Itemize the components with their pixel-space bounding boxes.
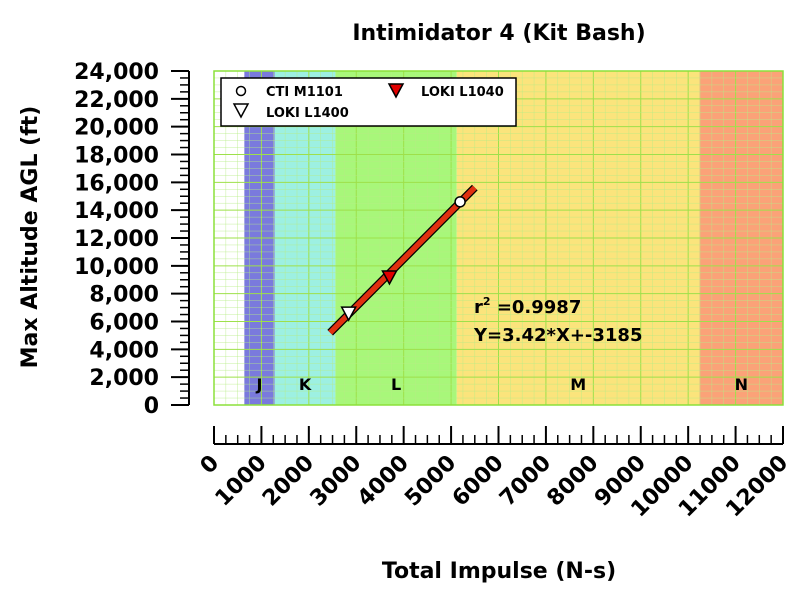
- chart-title: Intimidator 4 (Kit Bash): [352, 21, 645, 46]
- r-squared-text: r2 =0.9987: [474, 295, 581, 318]
- r-value: =0.9987: [491, 297, 582, 318]
- point-loki-l1040: [381, 270, 398, 286]
- y-tick-label: 18,000: [74, 144, 159, 169]
- legend-box: [220, 77, 517, 127]
- r-superscript: 2: [483, 295, 491, 308]
- x-axis-label: Total Impulse (N-s): [382, 559, 616, 584]
- plot-border: [213, 70, 784, 406]
- y-tick-label: 8,000: [89, 283, 159, 308]
- legend-item-loki-l1040: LOKI L1040: [387, 83, 504, 100]
- class-label-n: N: [735, 375, 748, 394]
- x-tick-label: 5000: [400, 451, 461, 512]
- fit-equation: Y=3.42*X+-3185: [473, 325, 642, 346]
- y-tick-label: 0: [144, 394, 159, 419]
- x-tick-label: 0: [196, 451, 225, 480]
- point-cti-m1101: [454, 196, 466, 208]
- x-tick-label: 7000: [495, 451, 556, 512]
- impulse-class-labels: J K L M N: [256, 375, 748, 394]
- class-label-k: K: [299, 375, 312, 394]
- y-tick-label: 14,000: [74, 199, 159, 224]
- legend-label-cti-m1101: CTI M1101: [266, 85, 343, 100]
- y-axis-label: Max Altitude AGL (ft): [18, 106, 43, 369]
- legend-marker-triangle-red: [387, 83, 405, 99]
- legend-marker-triangle-white: [232, 103, 250, 119]
- point-loki-l1400: [340, 306, 357, 322]
- y-tick-label: 20,000: [74, 116, 159, 141]
- y-tick-label: 2,000: [89, 366, 159, 391]
- y-tick-label: 12,000: [74, 227, 159, 252]
- x-tick-label: 3000: [306, 451, 367, 512]
- y-tick-label: 16,000: [74, 171, 159, 196]
- x-tick-label: 1000: [211, 451, 272, 512]
- legend-item-loki-l1400: LOKI L1400: [232, 103, 349, 121]
- y-tick-label: 22,000: [74, 88, 159, 113]
- grid-lines: [213, 70, 784, 406]
- y-tick-label: 10,000: [74, 255, 159, 280]
- legend-marker-circle: [235, 85, 247, 97]
- legend-label-loki-l1400: LOKI L1400: [266, 106, 349, 121]
- x-tick-label: 8000: [543, 451, 604, 512]
- legend-label-loki-l1040: LOKI L1040: [421, 85, 504, 100]
- data-points: [340, 196, 466, 322]
- r-symbol: r: [474, 297, 483, 318]
- x-tick-label: 4000: [353, 451, 414, 512]
- class-label-l: L: [391, 375, 401, 394]
- fit-annotation: r2 =0.9987 Y=3.42*X+-3185: [473, 295, 642, 346]
- legend-item-cti-m1101: CTI M1101: [235, 85, 343, 100]
- class-label-m: M: [570, 375, 586, 394]
- class-label-j: J: [256, 375, 263, 394]
- y-tick-label: 6,000: [89, 311, 159, 336]
- x-tick-label: 2000: [258, 451, 319, 512]
- x-tick-label: 6000: [448, 451, 509, 512]
- y-tick-label: 24,000: [74, 60, 159, 85]
- y-tick-label: 4,000: [89, 338, 159, 363]
- legend: CTI M1101 LOKI L1400 LOKI L1040: [220, 77, 517, 127]
- x-axis: 0100020003000400050006000700080009000100…: [196, 426, 793, 522]
